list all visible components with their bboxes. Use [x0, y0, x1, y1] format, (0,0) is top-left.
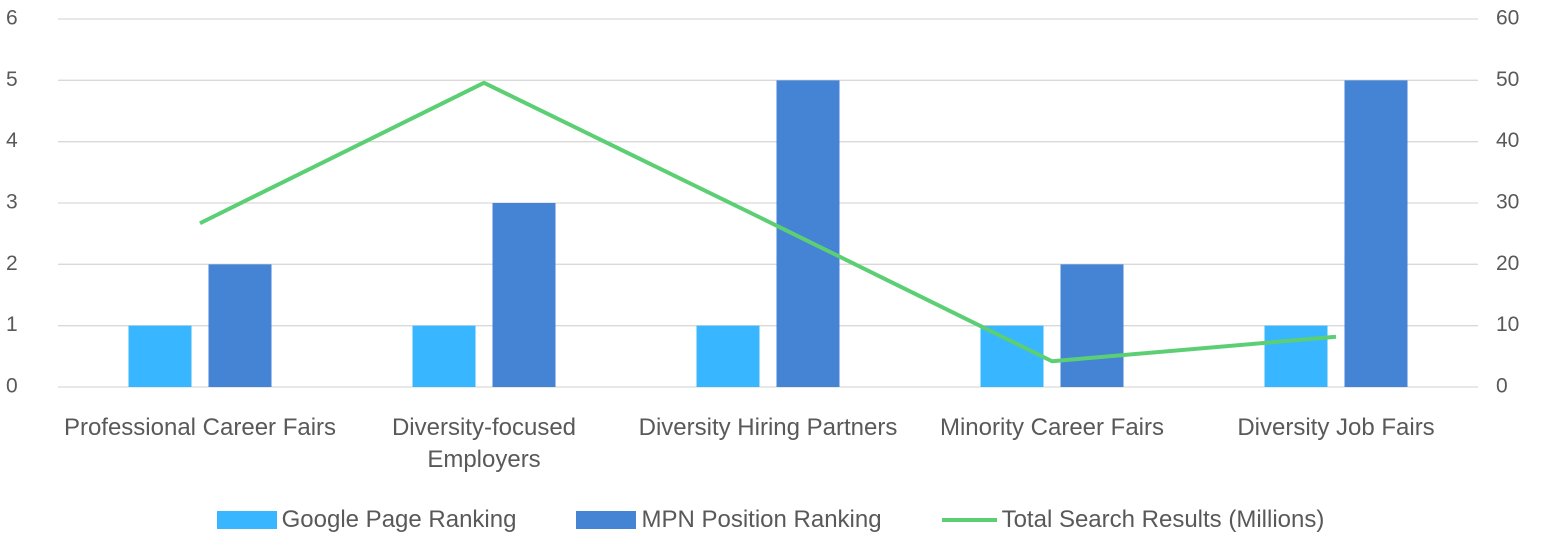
y-tick-label: 0	[6, 375, 18, 398]
y-tick-label: 4	[6, 129, 18, 152]
y-tick-label: 2	[6, 252, 18, 275]
x-tick-label: Minority Career Fairs	[939, 414, 1165, 441]
legend-item: Google Page Ranking	[216, 506, 517, 534]
bar	[492, 203, 556, 387]
legend-label: Total Search Results (Millions)	[1001, 506, 1325, 533]
legend-item: Total Search Results (Millions)	[941, 506, 1325, 534]
bar	[208, 264, 272, 387]
bar	[980, 325, 1044, 387]
legend-swatch	[941, 518, 997, 522]
bar	[1264, 325, 1328, 387]
bar	[776, 80, 840, 387]
y2-tick-label: 60	[1496, 7, 1519, 30]
y-tick-label: 3	[6, 191, 18, 214]
y2-tick-label: 40	[1496, 129, 1519, 152]
x-tick-label: Professional Career Fairs	[63, 414, 337, 441]
y2-tick-label: 0	[1496, 375, 1508, 398]
bar	[696, 325, 760, 387]
legend-item: MPN Position Ranking	[576, 506, 882, 534]
y2-tick-label: 20	[1496, 252, 1519, 275]
y-tick-label: 1	[6, 313, 18, 336]
line	[199, 80, 1337, 364]
bar	[1060, 264, 1124, 387]
bar	[1344, 80, 1408, 387]
x-tick-label: Diversity-focused Employers	[391, 414, 577, 473]
legend: Google Page Ranking MPN Position Ranking T…	[0, 506, 1541, 534]
legend-label: Google Page Ranking	[281, 506, 517, 533]
x-tick-label: Diversity Job Fairs	[1237, 414, 1435, 441]
legend-swatch	[576, 511, 637, 529]
y2-tick-label: 30	[1496, 191, 1519, 214]
legend-label: MPN Position Ranking	[641, 506, 882, 533]
x-tick-label: Diversity Hiring Partners	[638, 414, 898, 441]
bar	[128, 325, 192, 387]
bar	[412, 325, 476, 387]
y-tick-label: 5	[6, 68, 18, 91]
y2-tick-label: 50	[1496, 68, 1519, 91]
y-tick-label: 6	[6, 7, 18, 30]
legend-swatch	[216, 511, 277, 529]
y2-tick-label: 10	[1496, 313, 1519, 336]
